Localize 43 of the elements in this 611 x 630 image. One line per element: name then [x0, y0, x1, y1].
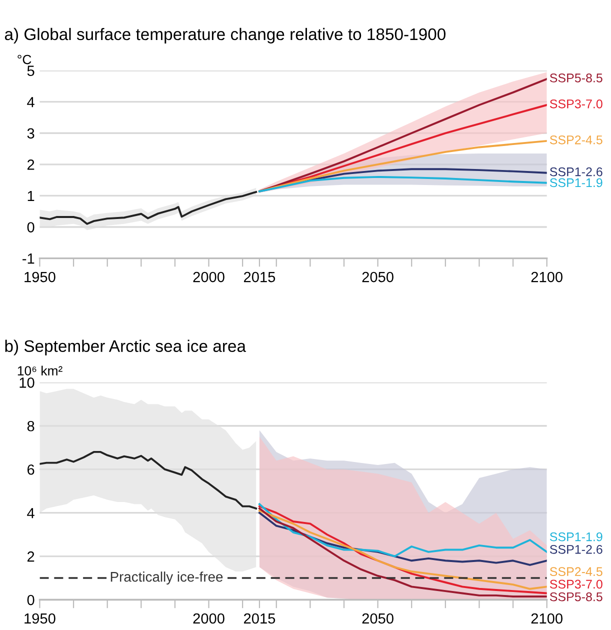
series-label: SSP5-8.5 — [550, 592, 602, 602]
series-label: SSP1-1.9 — [550, 532, 602, 542]
series-label: SSP5-8.5 — [550, 74, 602, 82]
line-series — [40, 450, 258, 510]
chart-title: b) September Arctic sea ice area — [5, 340, 246, 356]
series-label: SSP2-4.5 — [550, 567, 602, 576]
x-tick-label: 1950 — [24, 272, 56, 282]
y-axis-title: 10⁶ km² — [18, 366, 62, 376]
series-label: SSP3-7.0 — [550, 99, 602, 108]
line-series — [258, 176, 547, 192]
y-tick-label: -1 — [22, 254, 34, 264]
y-tick-label: 4 — [27, 97, 34, 108]
chart-title: a) Global surface temperature change relative to 1850-1900 — [4, 28, 446, 44]
y-tick-label: 10 — [20, 378, 34, 388]
series-label: SSP3-7.0 — [550, 580, 602, 589]
line-series — [258, 503, 547, 558]
y-tick-label: 5 — [27, 66, 34, 76]
y-tick-label: 8 — [27, 420, 34, 432]
y-axis-title: °C — [18, 54, 32, 64]
y-tick-label: 6 — [27, 464, 34, 475]
y-tick-label: 4 — [27, 508, 34, 518]
ref-line-label: Practically ice-free — [110, 572, 223, 584]
line-series — [40, 190, 258, 225]
x-tick-label: 2100 — [531, 613, 562, 624]
x-tick-label: 2000 — [193, 272, 224, 282]
y-tick-label: 2 — [27, 160, 34, 170]
x-tick-label: 2100 — [531, 272, 562, 282]
x-tick-label: 1950 — [24, 613, 56, 624]
series-label: SSP1-2.6 — [550, 544, 602, 554]
series-label: SSP1-2.6 — [550, 167, 602, 176]
y-tick-label: 2 — [27, 551, 34, 562]
y-tick-label: 3 — [27, 128, 34, 139]
x-tick-label: 2050 — [362, 613, 394, 624]
series-label: SSP1-1.9 — [550, 178, 602, 188]
x-tick-label: 2015 — [244, 613, 276, 624]
x-tick-label: 2015 — [244, 272, 276, 282]
y-tick-label: 0 — [27, 594, 34, 606]
series-label: SSP2-4.5 — [550, 135, 602, 144]
x-tick-label: 2000 — [193, 613, 224, 624]
line-series — [258, 512, 547, 566]
y-tick-label: 0 — [27, 222, 34, 232]
y-tick-label: 1 — [28, 190, 34, 202]
x-tick-label: 2050 — [362, 272, 394, 282]
